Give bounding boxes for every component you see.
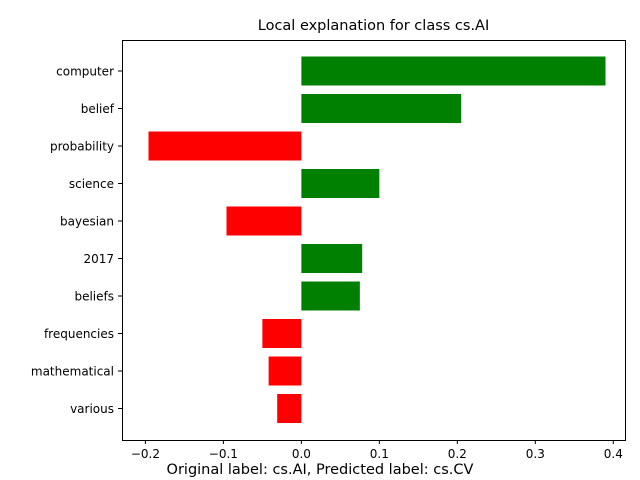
bars-layer <box>148 56 606 423</box>
y-tick-label: probability <box>50 140 114 154</box>
y-tick-label: science <box>69 177 114 191</box>
x-tick-label: 0.1 <box>370 447 389 461</box>
bar-computer <box>301 56 606 86</box>
x-ticks: −0.2 −0.1 0.0 0.1 0.2 0.3 0.4 <box>131 440 623 461</box>
x-tick-label: 0.3 <box>526 447 545 461</box>
y-tick-label: various <box>70 402 114 416</box>
y-ticks: computer belief probability science bayesian… <box>31 65 122 416</box>
x-tick-label: 0.2 <box>448 447 467 461</box>
x-tick-label: 0.4 <box>604 447 623 461</box>
chart-title: Local explanation for class cs.AI <box>258 18 490 34</box>
axes-frame <box>122 40 626 441</box>
bar-beliefs <box>301 281 360 311</box>
y-tick-label: bayesian <box>60 215 114 229</box>
x-tick-label: −0.2 <box>131 447 160 461</box>
bar-2017 <box>301 244 363 273</box>
x-tick-label: 0.0 <box>292 447 311 461</box>
y-tick-label: frequencies <box>44 327 114 341</box>
label-annotation: Original label: cs.AI, Predicted label: … <box>167 462 474 478</box>
bar-science <box>301 169 380 198</box>
bar-bayesian <box>226 206 302 236</box>
bar-various <box>277 394 302 423</box>
x-tick-label: −0.1 <box>209 447 238 461</box>
y-tick-label: computer <box>56 65 114 79</box>
y-tick-label: beliefs <box>74 290 114 304</box>
bar-belief <box>301 94 462 123</box>
bar-probability <box>148 131 302 161</box>
bar-frequencies <box>262 319 302 348</box>
y-tick-label: belief <box>81 102 115 116</box>
bar-mathematical <box>268 356 302 386</box>
y-tick-label: mathematical <box>31 365 114 379</box>
y-tick-label: 2017 <box>83 252 114 266</box>
